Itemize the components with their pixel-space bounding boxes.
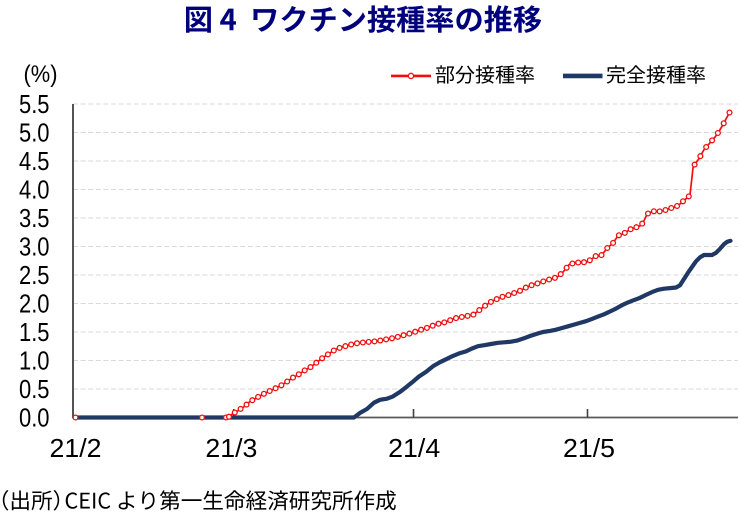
svg-text:4.5: 4.5 [19, 146, 50, 176]
svg-text:0.0: 0.0 [19, 403, 50, 433]
svg-text:2.0: 2.0 [19, 289, 50, 319]
svg-text:4.0: 4.0 [19, 175, 50, 205]
svg-text:21/3: 21/3 [205, 433, 257, 463]
svg-text:5.5: 5.5 [19, 89, 50, 119]
svg-text:21/2: 21/2 [50, 433, 102, 463]
svg-text:3.5: 3.5 [19, 203, 50, 233]
svg-text:(%): (%) [24, 61, 58, 88]
svg-text:21/4: 21/4 [388, 433, 440, 463]
svg-text:3.0: 3.0 [19, 232, 50, 262]
svg-text:2.5: 2.5 [19, 260, 50, 290]
svg-text:21/5: 21/5 [563, 433, 615, 463]
svg-text:1.5: 1.5 [19, 317, 50, 347]
svg-text:1.0: 1.0 [19, 346, 50, 376]
svg-text:5.0: 5.0 [19, 118, 50, 148]
svg-text:0.5: 0.5 [19, 374, 50, 404]
